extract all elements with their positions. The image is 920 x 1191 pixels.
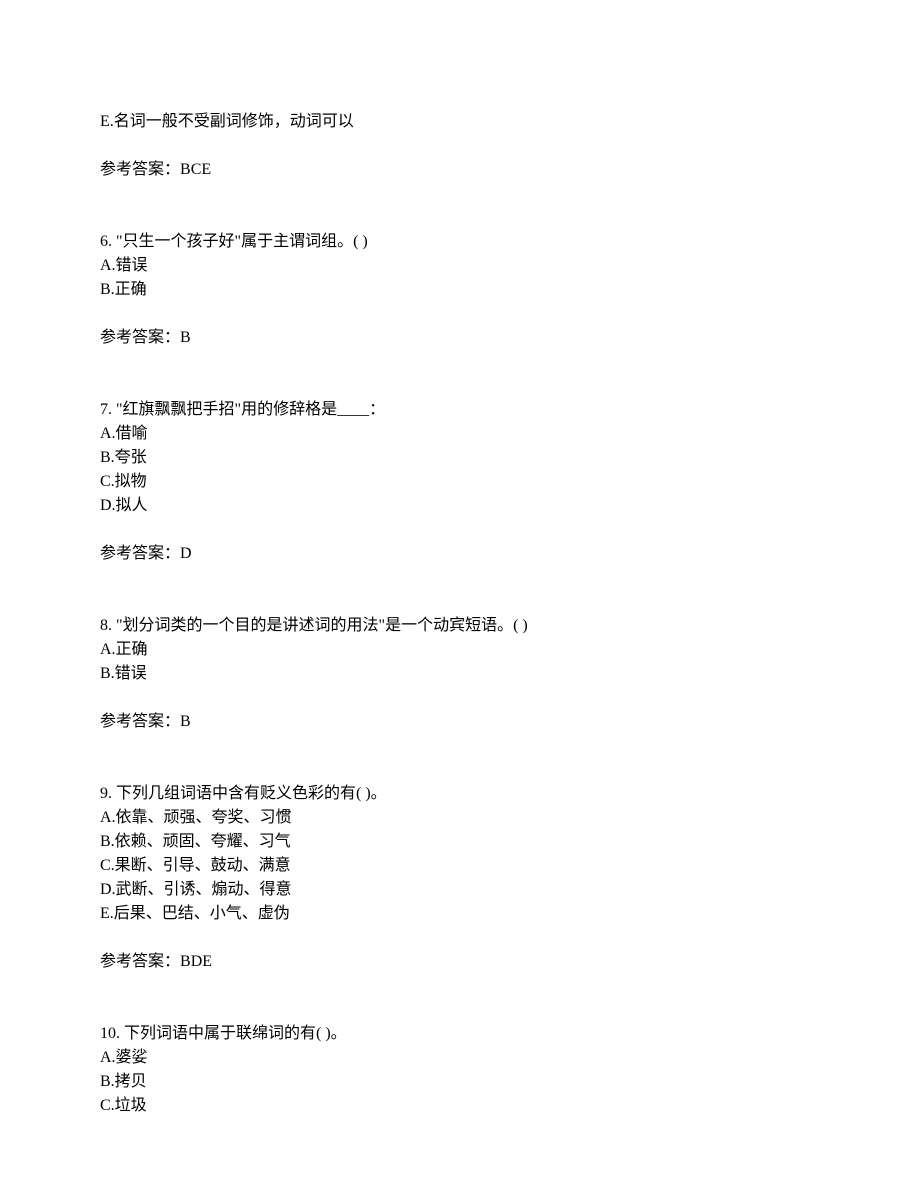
answer-value: B [180,713,191,730]
question-text: 9. 下列几组词语中含有贬义色彩的有( )。 [100,782,820,806]
option-b: B.正确 [100,278,820,302]
document-content: E.名词一般不受副词修饰，动词可以 参考答案：BCE 6. "只生一个孩子好"属… [100,110,820,1118]
answer-6: 参考答案：B [100,326,820,350]
question-text: 7. "红旗飘飘把手招"用的修辞格是____： [100,398,820,422]
question-9: 9. 下列几组词语中含有贬义色彩的有( )。 A.依靠、顽强、夸奖、习惯 B.依… [100,782,820,926]
option-c: C.垃圾 [100,1094,820,1118]
answer-label: 参考答案： [100,953,180,970]
option-a: A.借喻 [100,422,820,446]
option-a: A.依靠、顽强、夸奖、习惯 [100,806,820,830]
option-a: A.正确 [100,638,820,662]
answer-label: 参考答案： [100,545,180,562]
answer-label: 参考答案： [100,329,180,346]
option-d: D.拟人 [100,494,820,518]
option-a: A.错误 [100,254,820,278]
answer-label: 参考答案： [100,161,180,178]
answer-8: 参考答案：B [100,710,820,734]
question-text: 10. 下列词语中属于联绵词的有( )。 [100,1022,820,1046]
option-e: E.后果、巴结、小气、虚伪 [100,902,820,926]
answer-value: BDE [180,953,212,970]
question-8: 8. "划分词类的一个目的是讲述词的用法"是一个动宾短语。( ) A.正确 B.… [100,614,820,686]
question-6: 6. "只生一个孩子好"属于主谓词组。( ) A.错误 B.正确 [100,230,820,302]
answer-value: D [180,545,192,562]
answer-7: 参考答案：D [100,542,820,566]
question-10: 10. 下列词语中属于联绵词的有( )。 A.婆娑 B.拷贝 C.垃圾 [100,1022,820,1118]
option-c: C.拟物 [100,470,820,494]
answer-value: B [180,329,191,346]
prev-answer-block: 参考答案：BCE [100,158,820,182]
answer-label: 参考答案： [100,713,180,730]
option-b: B.依赖、顽固、夸耀、习气 [100,830,820,854]
prev-option-e: E.名词一般不受副词修饰，动词可以 [100,110,820,134]
question-7: 7. "红旗飘飘把手招"用的修辞格是____： A.借喻 B.夸张 C.拟物 D… [100,398,820,518]
option-b: B.错误 [100,662,820,686]
option-b: B.夸张 [100,446,820,470]
question-text: 8. "划分词类的一个目的是讲述词的用法"是一个动宾短语。( ) [100,614,820,638]
option-d: D.武断、引诱、煽动、得意 [100,878,820,902]
answer-9: 参考答案：BDE [100,950,820,974]
question-text: 6. "只生一个孩子好"属于主谓词组。( ) [100,230,820,254]
option-a: A.婆娑 [100,1046,820,1070]
option-c: C.果断、引导、鼓动、满意 [100,854,820,878]
option-b: B.拷贝 [100,1070,820,1094]
answer-value: BCE [180,161,211,178]
